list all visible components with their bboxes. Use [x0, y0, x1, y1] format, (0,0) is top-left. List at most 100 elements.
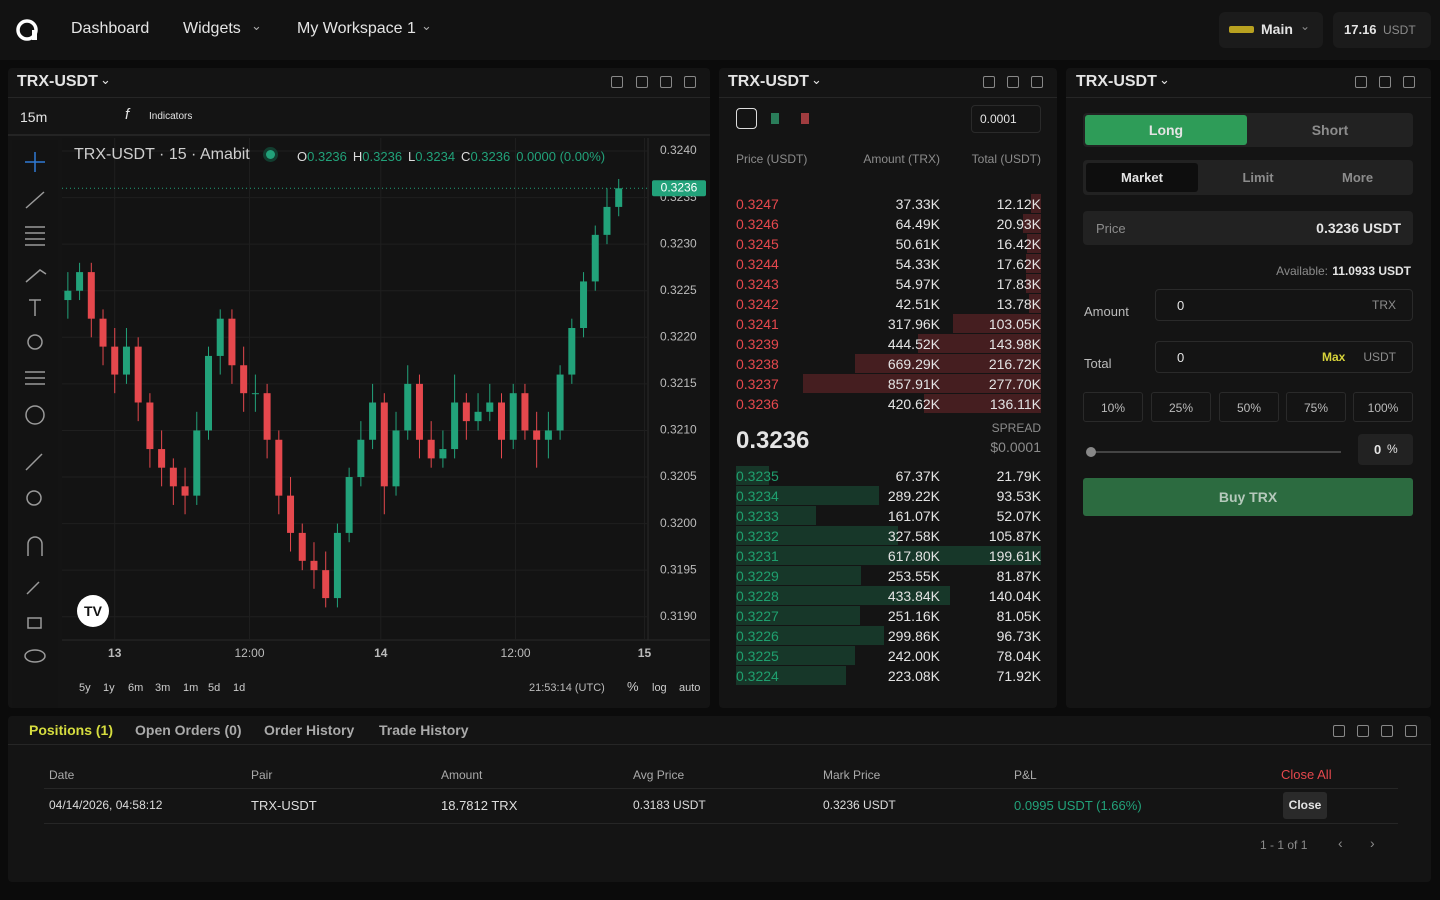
- book-price[interactable]: 0.3225: [736, 648, 779, 664]
- pair-select[interactable]: TRX-USDT: [728, 73, 809, 91]
- book-price[interactable]: 0.3241: [736, 316, 779, 332]
- price-label: Price: [1096, 221, 1126, 236]
- slider-track[interactable]: [1091, 451, 1341, 453]
- table-cell: 0.3183 USDT: [633, 798, 706, 812]
- window-icon[interactable]: [1381, 725, 1393, 737]
- pair-select[interactable]: TRX-USDT: [1076, 73, 1157, 91]
- percent-button[interactable]: 100%: [1353, 392, 1413, 422]
- more-tab[interactable]: More: [1342, 170, 1373, 185]
- table-header: Avg Price: [633, 768, 684, 782]
- book-amount: 669.29K: [888, 356, 940, 372]
- view-both[interactable]: [736, 108, 757, 129]
- range-button[interactable]: 1y: [103, 682, 115, 694]
- window-icon[interactable]: [1355, 76, 1367, 88]
- window-icon[interactable]: [636, 76, 648, 88]
- candle-body: [76, 272, 83, 291]
- slider-value: 0: [1374, 442, 1381, 457]
- range-button[interactable]: 3m: [155, 682, 170, 694]
- book-total: 140.04K: [989, 588, 1041, 604]
- positions-tab[interactable]: Open Orders (0): [135, 722, 242, 738]
- candle-body: [615, 188, 622, 207]
- book-price[interactable]: 0.3235: [736, 468, 779, 484]
- window-icon[interactable]: [1007, 76, 1019, 88]
- book-price[interactable]: 0.3243: [736, 276, 779, 292]
- next-page[interactable]: ›: [1370, 835, 1375, 851]
- close-button[interactable]: Close: [1283, 792, 1327, 819]
- book-price[interactable]: 0.3237: [736, 376, 779, 392]
- book-price[interactable]: 0.3246: [736, 216, 779, 232]
- spread-label: SPREAD: [992, 421, 1041, 435]
- book-price[interactable]: 0.3238: [736, 356, 779, 372]
- positions-tab[interactable]: Positions (1): [29, 722, 113, 738]
- range-button[interactable]: 1m: [183, 682, 198, 694]
- book-price[interactable]: 0.3236: [736, 396, 779, 412]
- long-tab[interactable]: Long: [1085, 115, 1247, 145]
- book-price[interactable]: 0.3229: [736, 568, 779, 584]
- window-icon[interactable]: [684, 76, 696, 88]
- limit-tab[interactable]: Limit: [1202, 163, 1314, 192]
- book-price[interactable]: 0.3239: [736, 336, 779, 352]
- slider-thumb[interactable]: [1086, 447, 1096, 457]
- range-button[interactable]: 5y: [79, 682, 91, 694]
- buy-button[interactable]: Buy TRX: [1083, 478, 1413, 516]
- nav-item[interactable]: Dashboard: [71, 20, 149, 38]
- nav-item[interactable]: My Workspace 1: [297, 20, 416, 38]
- range-button[interactable]: 1d: [233, 682, 245, 694]
- y-tick-label: 0.3240: [660, 143, 697, 157]
- close-all[interactable]: Close All: [1281, 767, 1332, 782]
- market-tab[interactable]: Market: [1086, 163, 1198, 192]
- candle-body: [287, 496, 294, 533]
- book-price[interactable]: 0.3244: [736, 256, 779, 272]
- positions-tab[interactable]: Trade History: [379, 722, 468, 738]
- prev-page[interactable]: ‹: [1338, 835, 1343, 851]
- candle-body: [603, 207, 610, 235]
- percent-button[interactable]: 10%: [1083, 392, 1143, 422]
- book-amount: 37.33K: [896, 196, 940, 212]
- y-tick-label: 0.3220: [660, 329, 697, 343]
- window-icon[interactable]: [1379, 76, 1391, 88]
- percent-button[interactable]: 75%: [1286, 392, 1346, 422]
- scale-option[interactable]: log: [652, 682, 667, 694]
- y-tick-label: 0.3210: [660, 423, 697, 437]
- max-button[interactable]: Max: [1322, 350, 1345, 364]
- book-amount: 444.52K: [888, 336, 940, 352]
- scale-option[interactable]: %: [627, 679, 639, 694]
- book-price[interactable]: 0.3245: [736, 236, 779, 252]
- book-price[interactable]: 0.3232: [736, 528, 779, 544]
- book-price[interactable]: 0.3234: [736, 488, 779, 504]
- view-bids[interactable]: [771, 113, 779, 124]
- book-price[interactable]: 0.3228: [736, 588, 779, 604]
- book-price[interactable]: 0.3227: [736, 608, 779, 624]
- window-icon[interactable]: [660, 76, 672, 88]
- window-icon[interactable]: [1333, 725, 1345, 737]
- candle-body: [170, 468, 177, 487]
- book-price[interactable]: 0.3231: [736, 548, 779, 564]
- window-icon[interactable]: [1405, 725, 1417, 737]
- percent-button[interactable]: 50%: [1219, 392, 1279, 422]
- book-price[interactable]: 0.3242: [736, 296, 779, 312]
- pagination: 1 - 1 of 1: [1260, 838, 1307, 852]
- range-button[interactable]: 5d: [208, 682, 220, 694]
- book-price[interactable]: 0.3226: [736, 628, 779, 644]
- book-price[interactable]: 0.3224: [736, 668, 779, 684]
- tv-logo[interactable]: TV: [77, 595, 109, 627]
- window-icon[interactable]: [1403, 76, 1415, 88]
- window-icon[interactable]: [611, 76, 623, 88]
- window-icon[interactable]: [1031, 76, 1043, 88]
- book-price[interactable]: 0.3247: [736, 196, 779, 212]
- view-asks[interactable]: [801, 113, 809, 124]
- book-amount: 420.62K: [888, 396, 940, 412]
- total-label: Total: [1084, 356, 1111, 371]
- scale-option[interactable]: auto: [679, 682, 700, 694]
- nav-item[interactable]: Widgets: [183, 20, 241, 38]
- window-icon[interactable]: [983, 76, 995, 88]
- short-tab[interactable]: Short: [1249, 115, 1411, 145]
- range-button[interactable]: 6m: [128, 682, 143, 694]
- logo[interactable]: [15, 17, 39, 43]
- candle-body: [369, 403, 376, 440]
- positions-tab[interactable]: Order History: [264, 722, 354, 738]
- window-icon[interactable]: [1357, 725, 1369, 737]
- candle-body: [64, 291, 71, 300]
- book-price[interactable]: 0.3233: [736, 508, 779, 524]
- percent-button[interactable]: 25%: [1151, 392, 1211, 422]
